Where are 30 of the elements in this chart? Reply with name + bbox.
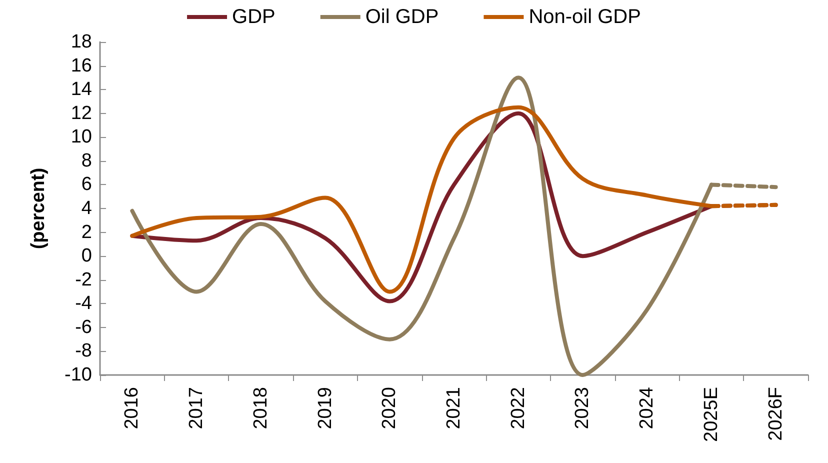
y-tick-label: 4 <box>81 198 92 219</box>
x-tick-label: 2020 <box>379 387 400 430</box>
legend-label: GDP <box>232 6 276 28</box>
x-tick-label: 2025E <box>700 387 722 442</box>
y-tick-label: 8 <box>81 150 92 172</box>
x-tick-label: 2017 <box>186 387 208 430</box>
y-tick-label: 18 <box>70 32 92 52</box>
x-tick-label: 2016 <box>122 387 143 430</box>
legend-label: Oil GDP <box>365 6 439 28</box>
y-tick-label: 6 <box>81 174 92 196</box>
legend-label: Non-oil GDP <box>528 6 641 28</box>
y-axis-title: (percent) <box>28 168 49 250</box>
y-tick-label: 14 <box>70 79 92 100</box>
y-tick-label: -2 <box>75 269 92 290</box>
y-tick-label: -10 <box>64 364 92 386</box>
x-tick-label: 2019 <box>314 387 336 430</box>
x-tick-label: 2021 <box>444 387 464 430</box>
y-tick-label: 12 <box>70 102 92 124</box>
x-tick-label: 2018 <box>250 387 272 430</box>
y-tick-label: -8 <box>75 340 92 362</box>
x-tick-label: 2022 <box>508 387 529 430</box>
x-tick-label: 2023 <box>572 387 594 430</box>
y-tick-label: 0 <box>81 246 92 267</box>
y-tick-label: -4 <box>75 293 92 314</box>
y-tick-label: 10 <box>70 126 92 148</box>
y-tick-label: -6 <box>75 316 92 338</box>
x-tick-label: 2024 <box>636 386 658 430</box>
x-tick-label: 2026F <box>765 387 786 441</box>
y-tick-label: 2 <box>81 222 92 243</box>
y-tick-label: 16 <box>70 55 92 76</box>
